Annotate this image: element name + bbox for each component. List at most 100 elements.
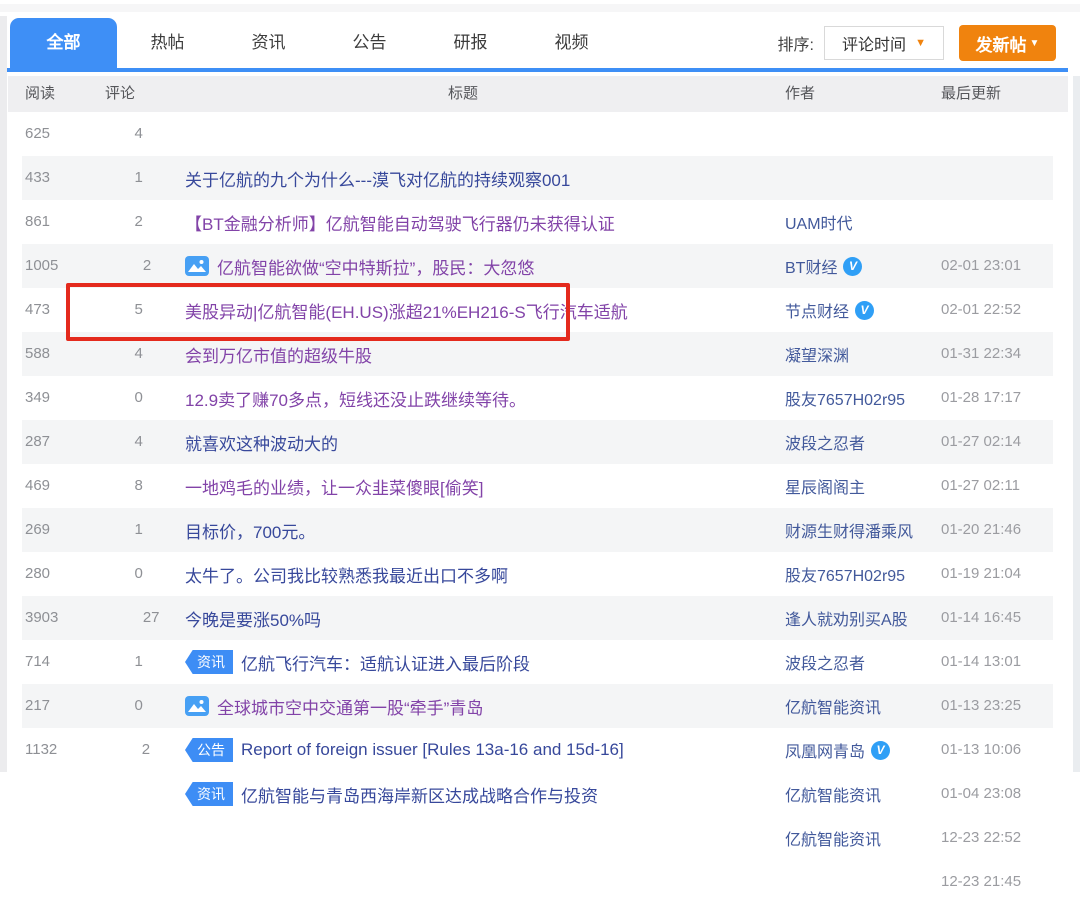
title-cell: 一地鸡毛的业绩，让一众韭菜傻眼[偷笑]: [185, 464, 1080, 508]
image-icon: [185, 256, 209, 276]
post-title-link[interactable]: 美股异动|亿航智能(EH.US)涨超21%EH216-S飞行汽车适航: [185, 302, 628, 322]
post-title-link[interactable]: Report of foreign issuer [Rules 13a-16 a…: [241, 740, 624, 759]
column-header-comments: 评论: [105, 85, 136, 102]
author-link[interactable]: 亿航智能资讯: [785, 700, 882, 717]
new-post-button[interactable]: 发新帖 ▼: [959, 25, 1056, 61]
title-cell: 资讯 亿航智能与青岛西海岸新区达成战略合作与投资: [185, 772, 1080, 816]
comments-count: 2: [142, 257, 152, 274]
author-link[interactable]: 节点财经: [785, 304, 850, 321]
column-header-updated: 最后更新: [941, 85, 1002, 102]
left-edge-strip: [0, 16, 7, 772]
verified-icon: V: [855, 300, 875, 320]
table-row: 287 4 一地鸡毛的业绩，让一众韭菜傻眼[偷笑] 财源生财得潘乘风 01-19…: [0, 420, 1080, 582]
reads-count: 1005: [25, 257, 59, 274]
news-tag-badge: 资讯: [185, 650, 233, 674]
post-title-link[interactable]: 目标价，700元。: [185, 522, 316, 542]
post-title-link[interactable]: 全球城市空中交通第一股“牵手”青岛: [217, 698, 484, 718]
author-link[interactable]: 凝望深渊: [785, 348, 850, 365]
author-cell: UAM时代: [785, 200, 1080, 244]
tabs-group: 全部 热帖 资讯 公告 研报 视频: [10, 18, 622, 68]
post-title-link[interactable]: 亿航飞行汽车：适航认证进入最后阶段: [241, 654, 530, 674]
post-title-link[interactable]: 12.9卖了赚70多点，短线还没止跌继续等待。: [185, 390, 526, 410]
post-title-link[interactable]: 今晚是要涨50%吗: [185, 610, 322, 630]
tab-2[interactable]: 热帖: [150, 33, 185, 52]
author-cell: 节点财经 V: [785, 288, 1080, 332]
last-updated: 01-31 22:34: [941, 345, 1022, 362]
title-cell: 今晚是要涨50%吗: [185, 596, 1080, 640]
sort-dropdown[interactable]: 评论时间 ▼: [824, 26, 944, 60]
last-updated: 12-23 21:45: [941, 873, 1022, 890]
notice-tag-badge: 公告: [185, 738, 233, 762]
verified-icon: V: [871, 740, 891, 760]
comments-count: 8: [134, 477, 143, 494]
news-tag-badge: 资讯: [185, 782, 233, 806]
last-updated: 01-20 21:46: [941, 521, 1022, 538]
post-title-link[interactable]: 亿航智能欲做“空中特斯拉”，股民：大忽悠: [217, 258, 535, 278]
title-cell: 目标价，700元。: [185, 508, 1080, 552]
reads-count: 588: [25, 345, 51, 362]
author-link[interactable]: 逢人就劝别买A股: [785, 612, 908, 629]
reads-count: 714: [25, 653, 51, 670]
author-link[interactable]: 股友7657H02r95: [785, 392, 906, 409]
table-row: 349 0 就喜欢这种波动大的 星辰阁阁主 01-20 21:46: [0, 376, 1080, 538]
author-link[interactable]: 星辰阁阁主: [785, 480, 866, 497]
forum-post-list-page: 全部 热帖 资讯 公告 研报 视频 排序: 评论时间 ▼ 发新帖 ▼ 阅读 评论 标题 作…: [0, 4, 1080, 890]
title-cell: 全球城市空中交通第一股“牵手”青岛: [185, 684, 1080, 728]
post-title-link[interactable]: 就喜欢这种波动大的: [185, 434, 338, 454]
last-updated: 02-01 22:52: [941, 301, 1022, 318]
new-post-button-label: 发新帖: [975, 35, 1027, 55]
author-link[interactable]: 凤凰网青岛: [785, 744, 866, 761]
title-cell: 12.9卖了赚70多点，短线还没止跌继续等待。: [185, 376, 1080, 420]
reads-count: 625: [25, 125, 51, 142]
top-band: [0, 4, 1080, 12]
title-cell: 【BT金融分析师】亿航智能自动驾驶飞行器仍未获得认证: [185, 200, 1080, 244]
post-title-link[interactable]: 会到万亿市值的超级牛股: [185, 346, 372, 366]
reads-count: 280: [25, 565, 51, 582]
author-link[interactable]: 股友7657H02r95: [785, 568, 906, 585]
tab-6[interactable]: 视频: [554, 33, 589, 52]
tab-3[interactable]: 资讯: [251, 33, 286, 52]
author-link[interactable]: 波段之忍者: [785, 656, 866, 673]
tab-5[interactable]: 研报: [453, 33, 488, 52]
author-cell: 波段之忍者: [785, 640, 1080, 684]
author-link[interactable]: UAM时代: [785, 216, 853, 233]
comments-count: 0: [134, 389, 143, 406]
post-title-link[interactable]: 亿航智能与青岛西海岸新区达成战略合作与投资: [241, 786, 598, 806]
table-row: 625 4 关于亿航的九个为什么---漠飞对亿航的持续观察001 UAM时代 0…: [0, 112, 1080, 274]
sort-area: 排序: 评论时间 ▼ 发新帖 ▼: [778, 25, 1056, 61]
comments-count: 1: [134, 521, 143, 538]
title-cell: 公告 Report of foreign issuer [Rules 13a-16…: [185, 728, 1080, 772]
column-header-author: 作者: [785, 85, 816, 102]
author-cell: BT财经 V: [785, 244, 1080, 288]
last-updated: 02-01 23:01: [941, 257, 1022, 274]
tab-1[interactable]: 全部: [10, 18, 117, 68]
table-row: 269 1 太牛了。公司我比较熟悉我最近出口不多啊 逢人就劝别买A股 01-14…: [0, 508, 1080, 670]
post-title-link[interactable]: 【BT金融分析师】亿航智能自动驾驶飞行器仍未获得认证: [185, 214, 615, 234]
tab-4[interactable]: 公告: [352, 33, 387, 52]
last-updated: 01-13 10:06: [941, 741, 1022, 758]
author-cell: 亿航智能资讯: [785, 816, 1080, 860]
last-updated: 01-27 02:14: [941, 433, 1022, 450]
author-cell: 亿航智能资讯: [785, 684, 1080, 728]
author-link[interactable]: BT财经: [785, 260, 838, 277]
author-link[interactable]: 财源生财得潘乘风: [785, 524, 914, 541]
author-cell: 逢人就劝别买A股: [785, 596, 1080, 640]
post-title-link[interactable]: 太牛了。公司我比较熟悉我最近出口不多啊: [185, 566, 508, 586]
title-cell: 太牛了。公司我比较熟悉我最近出口不多啊: [185, 552, 1080, 596]
title-cell: 美股异动|亿航智能(EH.US)涨超21%EH216-S飞行汽车适航: [185, 288, 1080, 332]
table-header: 阅读 评论 标题 作者 最后更新: [8, 76, 1068, 112]
author-link[interactable]: 波段之忍者: [785, 436, 866, 453]
reads-count: 217: [25, 697, 51, 714]
post-title-link[interactable]: 关于亿航的九个为什么---漠飞对亿航的持续观察001: [185, 170, 571, 190]
reads-count: 1132: [25, 741, 58, 758]
table-row: 280 0 今晚是要涨50%吗 波段之忍者 01-13 23:25: [0, 552, 1080, 714]
reads-count: 861: [25, 213, 51, 230]
author-cell: 凤凰网青岛 V: [785, 728, 1080, 772]
last-updated: 01-14 13:01: [941, 653, 1022, 670]
sort-label: 排序:: [777, 37, 814, 54]
comments-count: 1: [134, 169, 143, 186]
author-cell: 股友7657H02r95: [785, 376, 1080, 420]
author-link[interactable]: 亿航智能资讯: [785, 832, 882, 849]
post-title-link[interactable]: 一地鸡毛的业绩，让一众韭菜傻眼[偷笑]: [185, 478, 484, 498]
title-cell: 就喜欢这种波动大的: [185, 420, 1080, 464]
